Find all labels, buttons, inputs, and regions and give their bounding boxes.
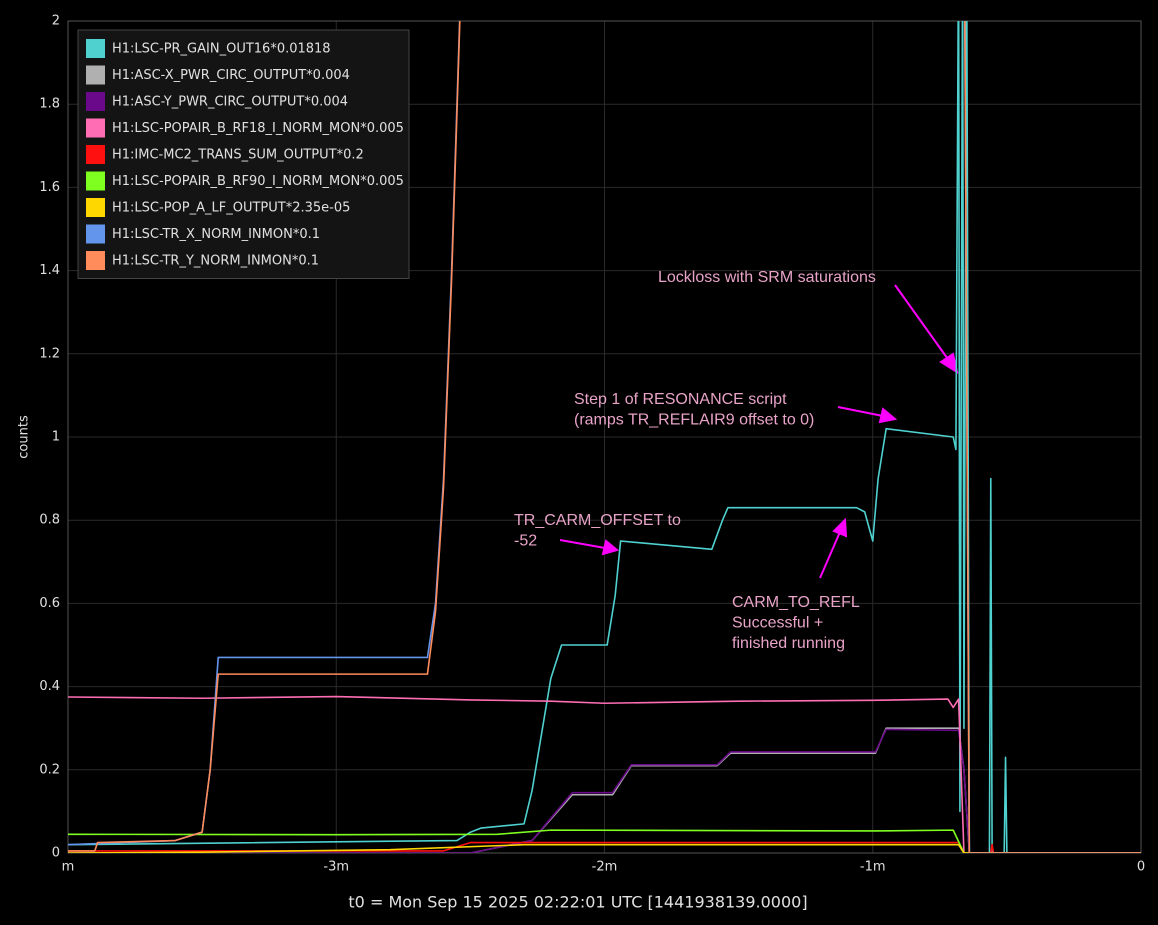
y-tick-label: 0.6 xyxy=(39,596,60,611)
y-tick-label: 1.8 xyxy=(39,97,60,112)
legend-box xyxy=(77,29,410,279)
annotation-text: Step 1 of RESONANCE script xyxy=(574,391,787,408)
arrow xyxy=(819,531,841,579)
arrowhead xyxy=(939,352,959,375)
series-line xyxy=(68,695,1141,853)
legend-swatch xyxy=(86,92,105,111)
arrow xyxy=(894,284,951,363)
annotation-text: Successful + xyxy=(732,615,823,632)
legend-label: H1:LSC-TR_Y_NORM_INMON*0.1 xyxy=(112,254,319,269)
y-tick-label: 0.4 xyxy=(39,679,60,694)
arrowhead xyxy=(832,517,848,538)
legend-label: H1:IMC-MC2_TRANS_SUM_OUTPUT*0.2 xyxy=(112,148,364,163)
annotation-text: CARM_TO_REFL xyxy=(732,594,860,611)
legend-swatch xyxy=(86,251,105,270)
arrowhead xyxy=(878,407,898,424)
y-tick-label: 0.2 xyxy=(39,762,60,777)
plot-lines xyxy=(68,21,1141,853)
legend-swatch xyxy=(86,171,105,191)
y-axis-label: counts xyxy=(17,415,32,459)
x-tick-label: -1m xyxy=(860,860,886,875)
plot-frame xyxy=(67,20,1142,854)
annotation-text: (ramps TR_REFLAIR9 offset to 0) xyxy=(574,412,814,429)
x-tick-label: -2m xyxy=(592,860,618,875)
legend: H1:LSC-PR_GAIN_OUT16*0.01818 H1:ASC-X_PWR… xyxy=(77,29,410,279)
annotation-text: -52 xyxy=(514,533,537,550)
x-axis-label: t0 = Mon Sep 15 2025 02:22:01 UTC [14419… xyxy=(348,893,807,912)
y-tick-label: 0.8 xyxy=(39,513,60,528)
arrowhead xyxy=(601,539,620,556)
y-tick-label: 0 xyxy=(52,846,60,861)
legend-label: H1:LSC-POP_A_LF_OUTPUT*2.35e-05 xyxy=(112,201,350,216)
annotation-text: Lockloss with SRM saturations xyxy=(658,269,876,286)
annotation-text: finished running xyxy=(732,635,845,652)
series-line xyxy=(68,841,1141,853)
legend-label: H1:LSC-POPAIR_B_RF18_I_NORM_MON*0.005 xyxy=(112,121,404,136)
y-tick-label: 1.4 xyxy=(39,263,60,278)
series-line xyxy=(68,728,1141,853)
legend-swatch xyxy=(86,145,105,164)
legend-swatch xyxy=(86,118,105,138)
x-tick-label: m xyxy=(62,860,75,875)
y-tick-label: 1.2 xyxy=(39,346,60,361)
annotation-arrows xyxy=(559,284,959,579)
legend-label: H1:LSC-POPAIR_B_RF90_I_NORM_MON*0.005 xyxy=(112,174,404,189)
legend-swatch xyxy=(86,224,105,244)
legend-swatch xyxy=(86,65,105,85)
x-tick-label: 0 xyxy=(1137,860,1145,875)
series-line xyxy=(68,21,1141,853)
arrow xyxy=(559,539,606,549)
series-line xyxy=(68,843,1141,853)
legend-swatch xyxy=(86,198,105,217)
y-tick-label: 1 xyxy=(52,430,60,445)
arrow xyxy=(837,406,884,417)
x-tick-label: -3m xyxy=(323,860,349,875)
y-tick-label: 2 xyxy=(52,14,60,29)
annotation-text: TR_CARM_OFFSET to xyxy=(514,512,681,529)
y-tick-label: 1.6 xyxy=(39,180,60,195)
legend-label: H1:ASC-X_PWR_CIRC_OUTPUT*0.004 xyxy=(112,68,350,83)
legend-label: H1:LSC-PR_GAIN_OUT16*0.01818 xyxy=(112,42,331,57)
legend-swatch xyxy=(86,39,105,58)
legend-label: H1:ASC-Y_PWR_CIRC_OUTPUT*0.004 xyxy=(112,95,348,110)
series-line xyxy=(68,21,1141,853)
legend-label: H1:LSC-TR_X_NORM_INMON*0.1 xyxy=(112,227,320,242)
